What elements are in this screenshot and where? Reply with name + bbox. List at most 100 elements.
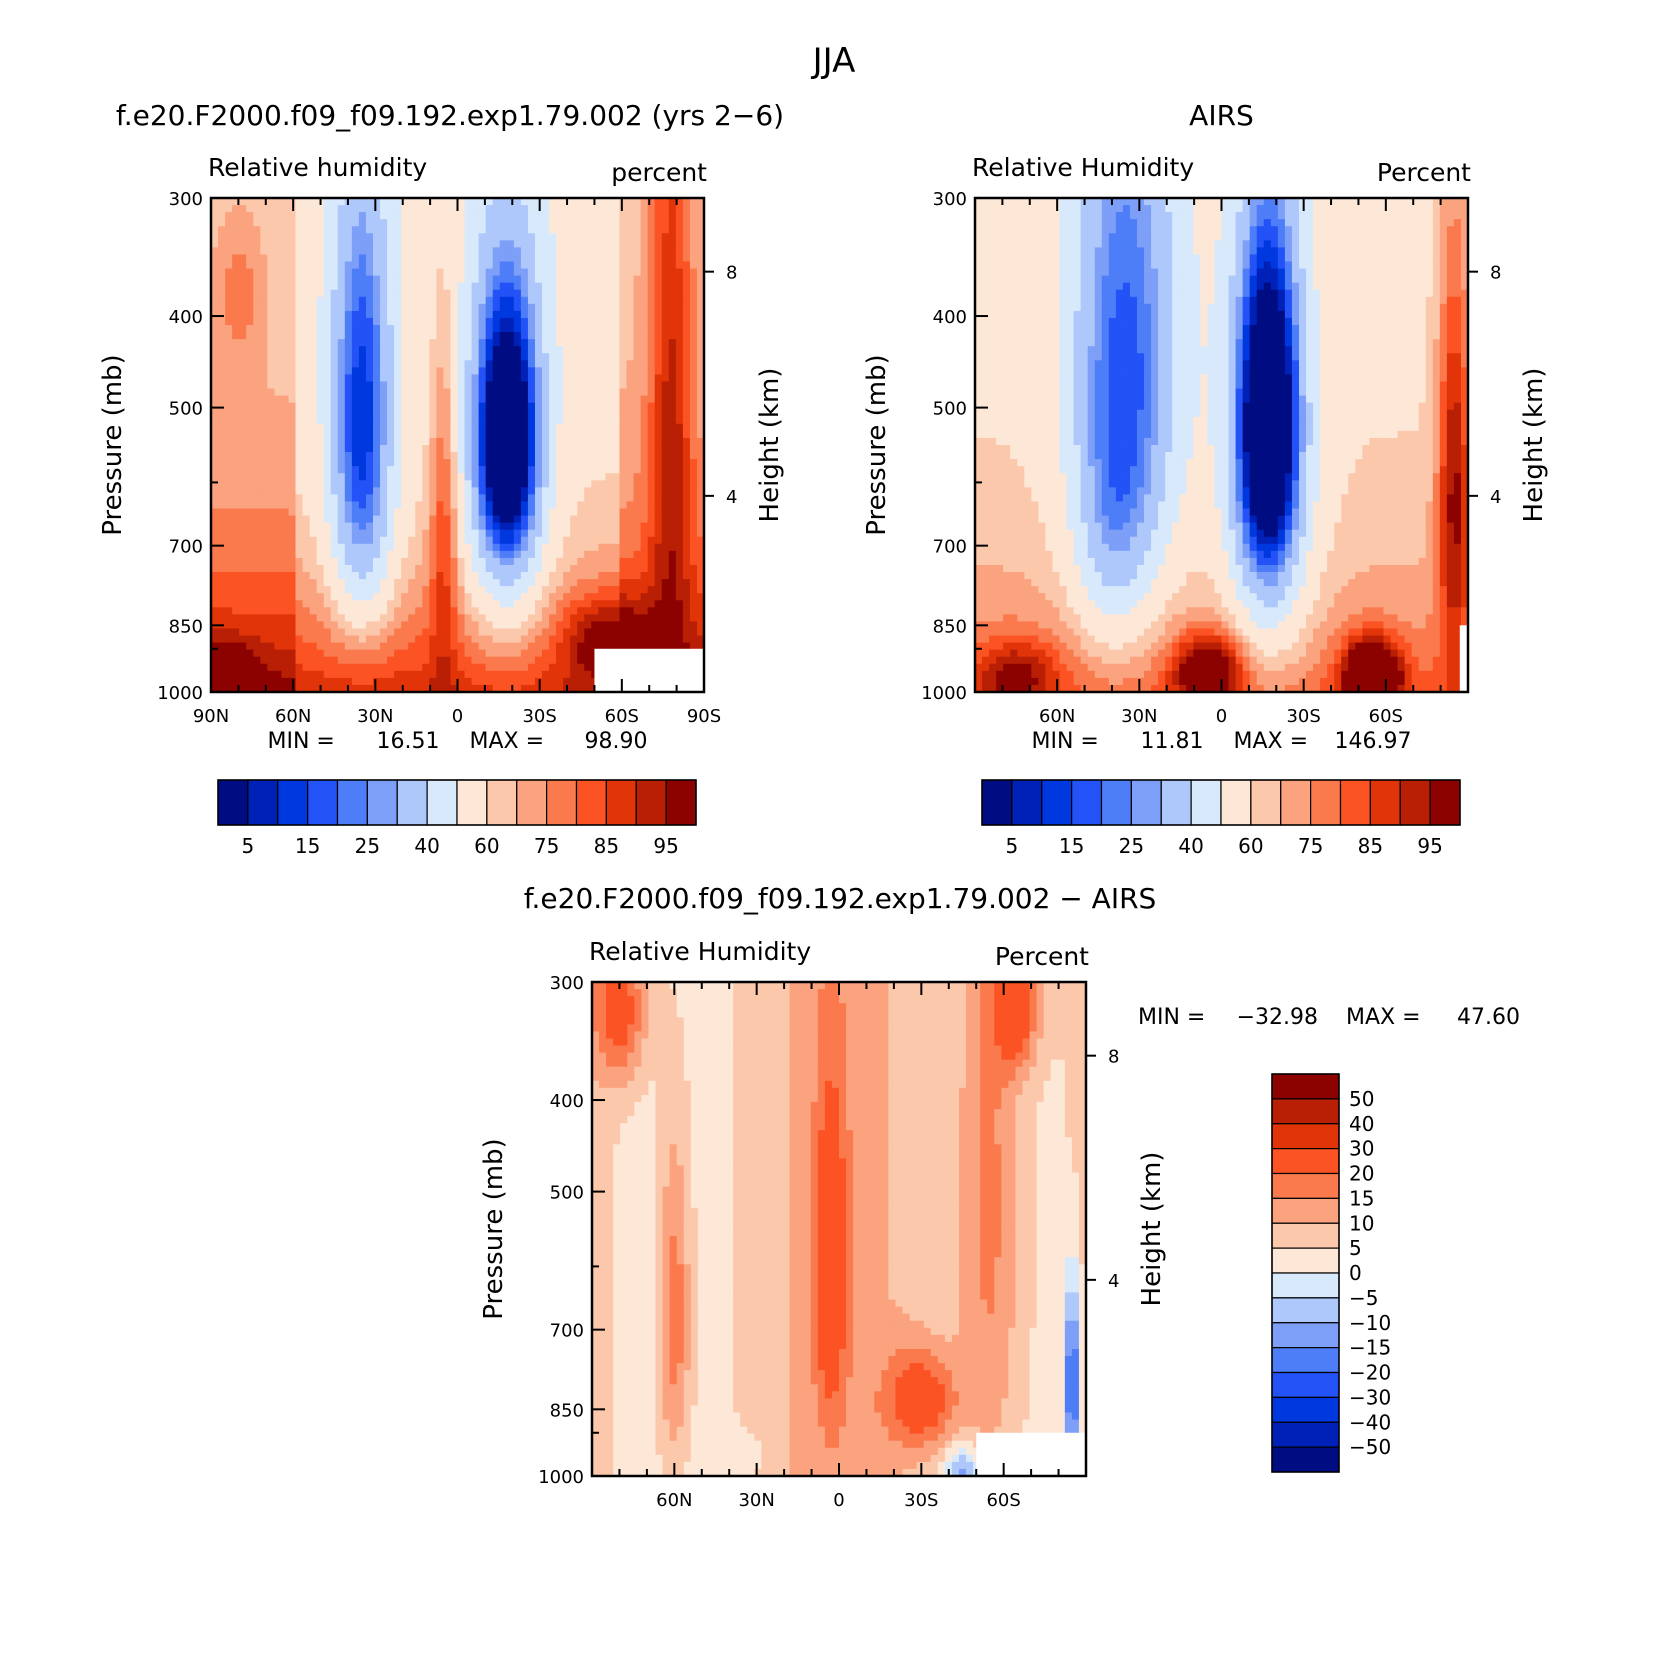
field-cell [654,614,663,623]
field-cell [654,628,663,637]
field-cell [457,303,466,312]
field-cell [534,381,543,390]
field-cell [436,212,445,220]
field-cell [563,677,571,686]
field-cell [372,508,381,517]
field-cell [577,536,585,545]
field-cell [570,508,578,517]
field-cell [450,402,459,411]
field-cell [527,515,536,524]
field-cell [591,564,599,573]
field-cell [394,205,402,213]
field-cell [253,332,261,340]
field-cell [274,205,283,213]
field-cell [281,303,290,312]
field-cell [457,346,466,354]
field-cell [675,430,684,439]
field-cell [351,374,360,383]
field-cell [464,317,473,326]
field-cell [499,684,508,693]
field-cell [570,670,578,679]
field-cell [612,445,621,453]
field-cell [394,621,402,630]
field-cell [387,212,395,220]
field-cell [225,550,233,559]
field-cell [253,388,261,397]
field-cell [549,522,557,531]
field-cell [246,677,254,686]
field-cell [485,254,494,263]
field-cell [696,233,705,241]
field-cell [408,388,416,397]
field-cell [506,642,515,651]
field-cell [675,635,684,644]
field-cell [689,226,698,234]
field-cell [654,289,663,298]
field-cell [394,374,402,383]
field-cell [358,212,367,220]
field-cell [330,635,339,644]
field-cell [605,452,614,460]
field-cell [527,473,536,481]
field-cell [316,402,325,411]
field-cell [450,219,459,227]
field-cell [450,614,459,623]
field-cell [380,423,388,432]
field-cell [542,614,550,623]
field-cell [309,564,318,573]
field-cell [661,473,670,481]
field-cell [577,663,585,672]
field-cell [295,268,304,277]
field-cell [619,522,628,531]
field-cell [239,586,247,594]
field-cell [232,367,240,376]
field-cell [661,289,670,298]
field-cell [527,205,536,213]
field-cell [471,480,480,488]
field-cell [668,381,677,390]
field-cell [640,310,649,319]
field-cell [478,409,487,418]
field-cell [330,205,339,213]
field-cell [584,339,592,347]
field-cell [661,621,670,630]
field-cell [563,332,571,340]
field-cell [401,289,409,298]
field-cell [647,226,656,234]
field-cell [478,296,487,305]
field-cell [394,395,402,404]
field-cell [211,233,219,241]
field-cell [429,649,437,658]
field-cell [253,487,261,495]
field-cell [654,282,663,291]
field-cell [577,325,585,333]
field-cell [295,564,304,573]
field-cell [640,508,649,517]
colorbar-frame [217,779,697,826]
field-cell [457,614,466,623]
field-cell [436,522,445,531]
field-cell [295,437,304,446]
field-cell [253,402,261,411]
field-cell [415,261,423,270]
field-cell [358,310,367,319]
field-cell [387,219,395,227]
field-cell [464,240,473,248]
field-cell [506,233,515,241]
field-cell [689,452,698,460]
field-cell [675,303,684,312]
field-cell [408,367,416,376]
field-cell [478,268,487,277]
field-cell [499,325,508,333]
field-cell [619,614,628,623]
field-cell [365,579,374,587]
field-cell [682,254,691,263]
field-cell [457,466,466,474]
field-cell [485,332,494,340]
field-cell [323,346,332,354]
field-cell [464,466,473,474]
field-cell [647,416,656,425]
field-cell [274,529,283,538]
field-cell [274,642,283,651]
field-cell [337,543,346,552]
